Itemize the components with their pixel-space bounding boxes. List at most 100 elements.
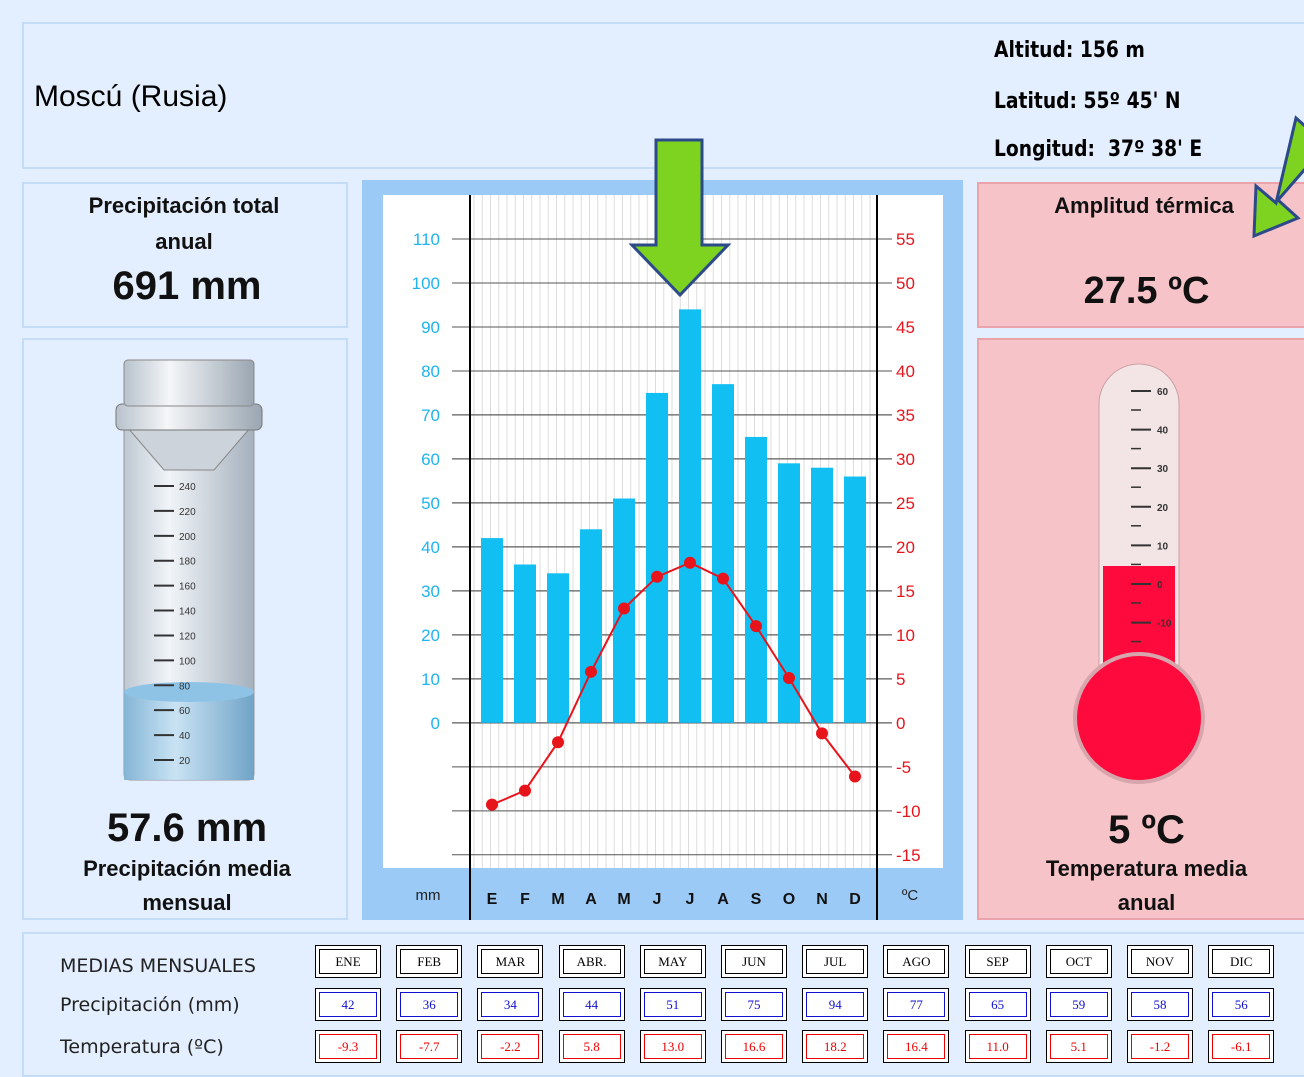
precip-mean-box: 20 40 60 80 100 120 140 160 180 200 220 240 57.6 mm… (22, 338, 348, 920)
month-header: OCT (1045, 945, 1112, 978)
precip-cell: 58 (1127, 988, 1193, 1021)
row-label-temp: Temperatura (ºC) (60, 1036, 224, 1058)
gauge-tick-label: 140 (179, 607, 196, 618)
x-tick-label: O (783, 891, 795, 908)
bar (745, 436, 767, 723)
month-header: ENE (315, 945, 381, 978)
y-tick-label: 100 (412, 274, 440, 293)
month-header: NOV (1127, 945, 1193, 978)
precip-cell: 44 (558, 988, 625, 1021)
bar (811, 467, 833, 723)
y2-tick-label: 50 (896, 274, 915, 293)
thermo-tick-label: 0 (1157, 580, 1163, 591)
y2-tick-label: 25 (896, 494, 915, 513)
amplitude-box: Amplitud térmica 27.5 ºC (977, 182, 1304, 328)
x-tick-label: A (717, 891, 729, 908)
precip-cell: 59 (1045, 988, 1112, 1021)
month-header-text: NOV (1131, 949, 1189, 974)
temp-cell: 13.0 (639, 1030, 706, 1063)
temp-cell-text: 5.1 (1049, 1034, 1108, 1059)
temp-cell-text: 16.6 (725, 1034, 783, 1059)
y-tick-label: 80 (421, 362, 440, 381)
temp-mean-label: Temperatura media anual (1045, 856, 1248, 915)
month-header-text: MAR (481, 949, 540, 974)
precip-cell-text: 36 (400, 992, 459, 1017)
precip-mean-value: 57.6 mm (106, 806, 268, 850)
precip-total-value: 691 mm (112, 264, 262, 308)
precip-cell: 94 (802, 988, 869, 1021)
y2-tick-label: -5 (896, 758, 911, 777)
precip-cell-text: 65 (968, 992, 1027, 1017)
rain-gauge: 20 40 60 80 100 120 140 160 180 200 220 240 (115, 359, 263, 781)
temp-cell-text: -1.2 (1131, 1034, 1189, 1059)
month-header: SEP (964, 945, 1031, 978)
temperature-point (618, 602, 630, 615)
temperature-point (816, 727, 828, 740)
gauge-ring (115, 403, 263, 431)
temperature-line (491, 561, 856, 806)
x-tick-label: E (487, 891, 498, 908)
precip-cell-text: 51 (643, 992, 702, 1017)
month-header: JUL (802, 945, 869, 978)
month-header-text: AGO (887, 949, 946, 974)
precip-cell-text: 56 (1212, 992, 1271, 1017)
y-axis-label: mm (416, 887, 441, 904)
gauge-tick-label: 200 (179, 532, 196, 543)
y2-tick-label: 40 (896, 362, 915, 381)
thermo-tick-label: 10 (1157, 541, 1169, 552)
x-tick-label: M (551, 891, 564, 908)
y2-tick-label: 15 (896, 582, 915, 601)
gauge-tick-label: 220 (179, 507, 196, 518)
chart-box: mm ºC 0 10 20 30 40 50 60 70 80 90 100 110 -15 -10 -5 0… (362, 180, 963, 920)
temp-cell: -9.3 (315, 1030, 381, 1063)
temp-cell: 18.2 (802, 1030, 869, 1063)
temp-cell-text: 18.2 (806, 1034, 865, 1059)
month-header-text: DIC (1212, 949, 1271, 974)
precip-cell: 51 (639, 988, 706, 1021)
temperature-point (552, 736, 564, 749)
bar (481, 538, 503, 723)
y-tick-label: 60 (421, 450, 440, 469)
gauge-tick-label: 160 (179, 582, 196, 593)
y2-tick-label: 35 (896, 406, 915, 425)
y-tick-label: 70 (421, 406, 440, 425)
thermo-bulb (1073, 652, 1205, 784)
thermometer: 60 40 30 20 10 0 -10 (1073, 363, 1205, 784)
bar (547, 573, 569, 723)
precip-cell: 77 (883, 988, 950, 1021)
month-header-text: ENE (319, 949, 377, 974)
y-tick-label: 50 (421, 494, 440, 513)
row-label-precip: Precipitación (mm) (60, 994, 240, 1016)
x-tick-label: D (849, 891, 861, 908)
latitude: Latitud: 55º 45' N (994, 89, 1181, 114)
bar (679, 309, 701, 723)
y-tick-label: 20 (421, 626, 440, 645)
bar (646, 392, 668, 723)
altitude: Altitud: 156 m (994, 38, 1145, 63)
temp-cell-text: -7.7 (400, 1034, 459, 1059)
gauge-top (123, 359, 255, 407)
gauge-tick-label: 60 (179, 706, 191, 717)
month-header: DIC (1208, 945, 1275, 978)
y2-tick-label: 55 (896, 230, 915, 249)
precip-cell: 36 (396, 988, 463, 1021)
bar (712, 384, 734, 723)
temp-cell: 5.1 (1045, 1030, 1112, 1063)
x-tick-label: J (653, 891, 662, 908)
temp-mean-value: 5 ºC (1108, 808, 1185, 852)
temperature-point (750, 620, 762, 633)
temperature-point (486, 798, 498, 811)
bar (514, 564, 536, 723)
x-tick-label: N (816, 891, 828, 908)
temperature-point (585, 665, 597, 678)
y2-tick-label: 10 (896, 626, 915, 645)
climate-chart: mm ºC 0 10 20 30 40 50 60 70 80 90 100 110 -15 -10 -5 0… (383, 195, 943, 920)
precip-cell-text: 34 (481, 992, 540, 1017)
bar (844, 476, 866, 723)
gauge-water (124, 692, 254, 780)
amplitude-label: Amplitud térmica (1054, 193, 1234, 218)
x-tick-label: F (520, 891, 530, 908)
precip-cell-text: 94 (806, 992, 865, 1017)
y2-tick-label: 45 (896, 318, 915, 337)
temp-cell-text: -2.2 (481, 1034, 540, 1059)
